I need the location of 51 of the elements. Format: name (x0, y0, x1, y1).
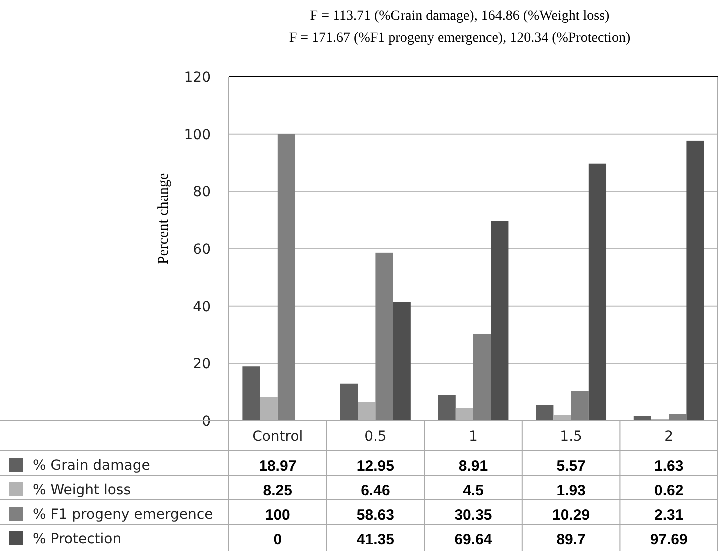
data-label: 4.5 (463, 482, 484, 500)
data-label: 97.69 (650, 532, 688, 548)
bar (588, 164, 607, 421)
x-tick-label: 1 (469, 429, 478, 445)
data-label: 41.35 (356, 532, 394, 548)
bar (438, 395, 456, 421)
data-label: 2.31 (654, 507, 684, 524)
chart-subtitle: F = 171.67 (%F1 progeny emergence), 120.34 (%Protection) (289, 31, 631, 46)
data-label: 89.7 (556, 532, 586, 548)
y-tick-label: 40 (193, 299, 211, 316)
legend-label: % F1 progeny emergence (33, 507, 214, 523)
data-label: 8.91 (458, 458, 488, 475)
y-axis-title: Percent change (156, 173, 172, 265)
bar (376, 252, 394, 421)
data-label: 1.93 (556, 482, 586, 500)
data-label: 30.35 (454, 507, 492, 524)
x-tick-label: 1.5 (560, 429, 582, 445)
bar (393, 302, 411, 421)
x-tick-label: Control (252, 429, 304, 445)
data-label: 5.57 (556, 458, 586, 475)
y-tick-label: 60 (193, 242, 211, 258)
bar (474, 334, 492, 421)
data-label: 6.46 (361, 482, 390, 500)
bar (536, 405, 554, 421)
legend-label: % Protection (33, 532, 122, 548)
data-label: 100 (265, 507, 290, 524)
data-label: 58.63 (356, 507, 394, 524)
data-label: 8.25 (263, 482, 292, 500)
legend-label: % Grain damage (33, 458, 150, 474)
y-tick-label: 80 (193, 184, 211, 201)
chart-title: F = 113.71 (%Grain damage), 164.86 (%Weight loss) (310, 9, 610, 24)
bar (571, 392, 589, 421)
data-label: 12.95 (356, 458, 394, 475)
bar (242, 366, 260, 421)
data-label: 1.63 (654, 458, 684, 475)
y-tick-label: 20 (193, 356, 211, 373)
bar (686, 140, 704, 421)
y-tick-label: 120 (184, 70, 211, 86)
y-tick-label: 100 (184, 127, 211, 144)
bar (491, 221, 509, 421)
data-label: 69.64 (454, 532, 493, 548)
data-label: 0.62 (654, 482, 684, 500)
bar (278, 134, 296, 421)
data-label: 0 (274, 532, 282, 548)
x-tick-label: 2 (664, 429, 674, 445)
x-tick-label: 0.5 (364, 429, 387, 445)
data-label: 18.97 (259, 458, 297, 475)
legend-label: % Weight loss (33, 482, 132, 498)
data-label: 10.29 (552, 507, 590, 524)
bar (669, 414, 687, 421)
bar (340, 384, 358, 421)
